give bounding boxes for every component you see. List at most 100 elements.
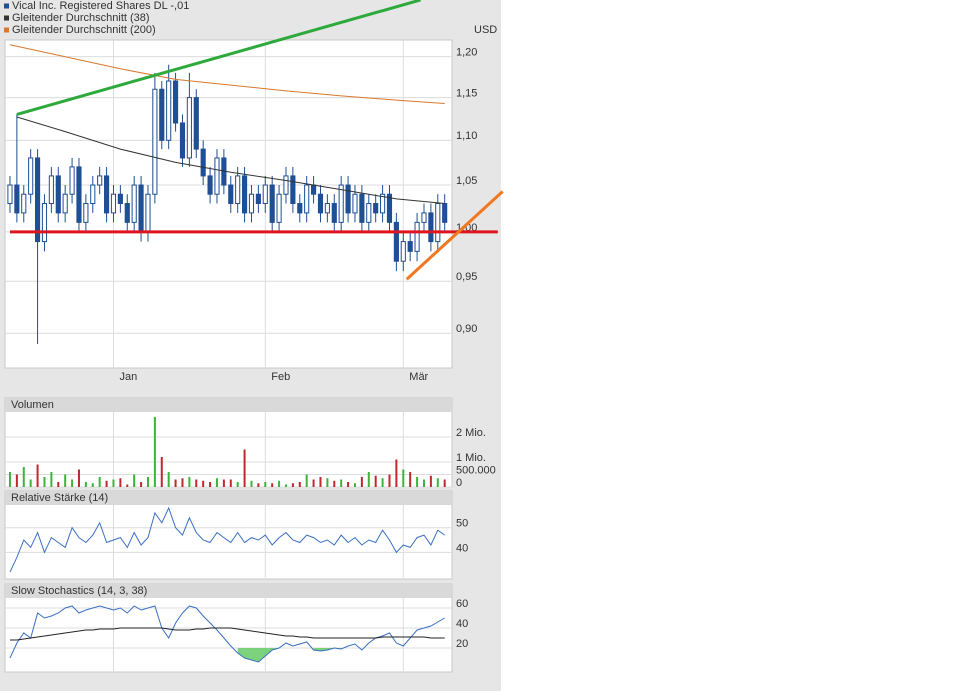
trend-line <box>405 190 504 281</box>
y-tick-label: 1,15 <box>456 87 477 99</box>
candle-body <box>421 212 427 223</box>
volume-bar <box>195 479 198 487</box>
volume-bar <box>133 474 136 487</box>
panel-title: Volumen <box>11 399 54 411</box>
volume-bar <box>326 478 329 487</box>
volume-bar <box>84 482 87 487</box>
volume-bar <box>340 479 343 487</box>
panel-title: Slow Stochastics (14, 3, 38) <box>11 585 147 597</box>
y-tick-label: 1,05 <box>456 175 477 187</box>
volume-bar <box>305 474 308 487</box>
volume-bar <box>250 480 253 487</box>
volume-bar <box>174 479 177 487</box>
candle-body <box>317 193 324 214</box>
moving-average <box>16 116 445 204</box>
moving-average <box>9 44 445 104</box>
candle-body <box>276 193 282 223</box>
volume-bar <box>429 475 432 487</box>
candle-body <box>366 203 372 223</box>
volume-bar <box>416 477 419 487</box>
candle-body <box>145 193 151 233</box>
candle-body <box>173 80 179 124</box>
volume-bar <box>71 479 74 487</box>
candle-body <box>386 193 393 223</box>
candle-body <box>428 212 434 243</box>
candle-body <box>186 97 192 159</box>
candle-body <box>21 193 27 214</box>
rsi-panel <box>4 490 453 580</box>
volume-bar <box>98 477 101 487</box>
candle-body <box>76 166 82 223</box>
indicator-line <box>9 506 445 573</box>
candle-body <box>124 203 130 223</box>
volume-bar <box>374 475 377 487</box>
candle-body <box>34 157 41 243</box>
volume-bar <box>422 479 425 487</box>
x-tick-label: Jan <box>119 371 137 383</box>
y-tick-label: 40 <box>456 542 468 554</box>
x-tick-label: Mär <box>409 371 428 383</box>
volume-bar <box>160 457 163 487</box>
volume-bar <box>278 480 281 487</box>
candle-body <box>400 241 406 262</box>
volume-bar <box>50 472 53 487</box>
volume-bar <box>243 449 246 487</box>
volume-bar <box>229 479 232 487</box>
candle-body <box>393 221 399 262</box>
candle-body <box>359 193 365 223</box>
volume-bar <box>436 478 439 487</box>
candle-body <box>242 175 248 214</box>
candle-body <box>55 175 61 214</box>
volume-bar <box>284 484 287 487</box>
volume-bar <box>360 477 363 487</box>
volume-bar <box>181 478 184 487</box>
volume-bar <box>15 474 18 487</box>
volume-bar <box>257 483 260 487</box>
volume-bar <box>347 482 350 487</box>
candle-body <box>304 184 310 214</box>
y-tick-label: 0,90 <box>456 323 477 335</box>
volume-bar <box>91 483 94 487</box>
volume-bar <box>202 480 205 487</box>
axis-unit: USD <box>474 24 497 36</box>
y-tick-label: 1,10 <box>456 130 477 142</box>
volume-bar <box>395 459 398 487</box>
volume-bar <box>381 478 384 487</box>
indicator-line <box>10 627 445 641</box>
volume-bar <box>167 472 170 487</box>
volume-bar <box>353 483 356 487</box>
candle-body <box>62 193 68 214</box>
candle-body <box>110 193 117 214</box>
volume-bar <box>77 469 80 487</box>
legend-label: Gleitender Durchschnitt (200) <box>12 24 156 36</box>
volume-bar <box>43 477 46 487</box>
legend-swatch <box>4 3 9 9</box>
panel-title: Relative Stärke (14) <box>11 492 108 504</box>
legend-swatch <box>4 15 9 21</box>
candle-body <box>373 203 379 214</box>
candle-body <box>435 203 441 243</box>
y-tick-label: 20 <box>456 638 468 650</box>
candle-body <box>179 122 186 159</box>
volume-bar <box>119 478 122 487</box>
candle-body <box>7 184 13 205</box>
y-tick-label: 0 <box>456 477 462 489</box>
volume-bar <box>312 479 315 487</box>
candle-body <box>380 193 386 214</box>
y-tick-label: 60 <box>456 598 468 610</box>
volume-bar <box>333 480 336 487</box>
volume-bar <box>291 483 294 487</box>
candle-body <box>283 175 289 195</box>
candle-body <box>41 203 48 243</box>
candle-body <box>338 184 344 223</box>
volume-bar <box>188 477 191 487</box>
volume-bar <box>57 482 60 487</box>
candle-body <box>442 203 448 223</box>
candle-body <box>104 175 110 214</box>
candle-body <box>407 241 413 252</box>
volume-bar <box>22 467 25 487</box>
candle-body <box>235 175 241 205</box>
volume-bar <box>236 482 239 487</box>
candle-body <box>207 175 213 195</box>
